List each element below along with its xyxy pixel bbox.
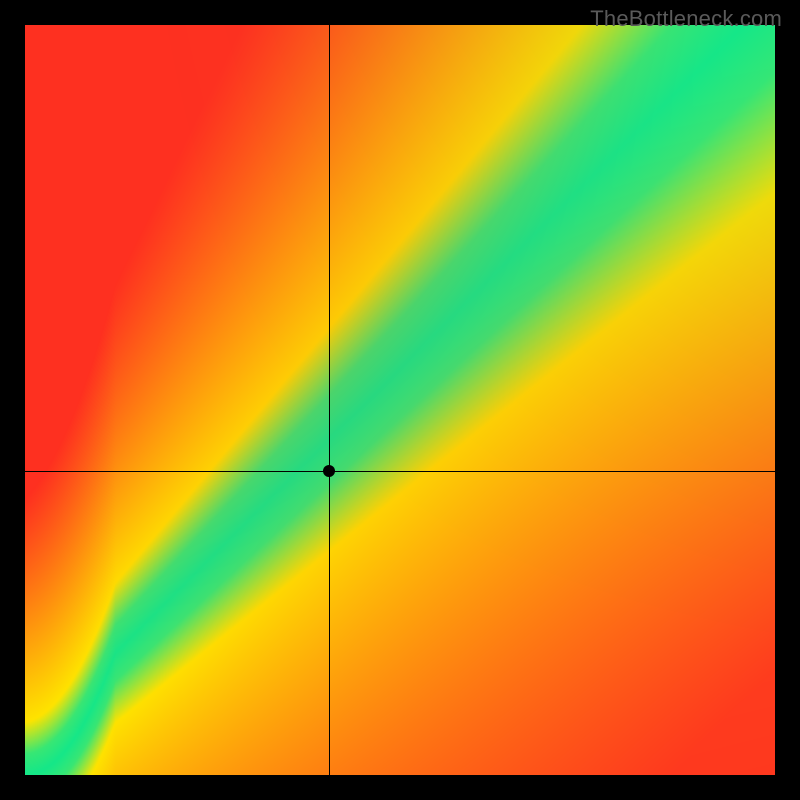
crosshair-vertical xyxy=(329,25,330,775)
bottleneck-chart: TheBottleneck.com xyxy=(0,0,800,800)
watermark-text: TheBottleneck.com xyxy=(590,6,782,32)
crosshair-marker xyxy=(323,465,335,477)
crosshair-horizontal xyxy=(25,471,775,472)
heatmap-canvas xyxy=(25,25,775,775)
